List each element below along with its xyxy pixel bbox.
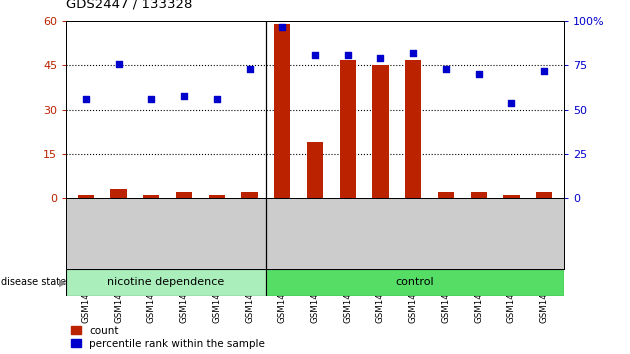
Point	[244, 66, 255, 72]
Bar	[110, 189, 127, 198]
Bar	[66, 269, 266, 296]
Point	[441, 66, 451, 72]
Bar	[77, 195, 94, 198]
Bar	[405, 59, 421, 198]
Point	[277, 24, 287, 29]
Point	[408, 50, 418, 56]
Bar	[209, 195, 225, 198]
Text: ▶: ▶	[59, 277, 66, 287]
Bar	[536, 192, 553, 198]
Text: control: control	[396, 277, 434, 287]
Point	[179, 93, 189, 98]
Bar	[340, 59, 356, 198]
Point	[474, 72, 484, 77]
Text: disease state: disease state	[1, 277, 66, 287]
Bar	[266, 269, 564, 296]
Bar	[143, 195, 159, 198]
Point	[343, 52, 353, 58]
Point	[507, 100, 517, 105]
Text: nicotine dependence: nicotine dependence	[107, 277, 225, 287]
Bar	[372, 65, 389, 198]
Legend: count, percentile rank within the sample: count, percentile rank within the sample	[71, 326, 265, 349]
Point	[212, 96, 222, 102]
Text: GDS2447 / 133328: GDS2447 / 133328	[66, 0, 193, 11]
Point	[375, 56, 386, 61]
Bar	[438, 192, 454, 198]
Point	[310, 52, 320, 58]
Bar	[176, 192, 192, 198]
Bar	[241, 192, 258, 198]
Bar	[503, 195, 520, 198]
Point	[81, 96, 91, 102]
Bar	[471, 192, 487, 198]
Point	[146, 96, 156, 102]
Bar	[274, 24, 290, 198]
Bar	[307, 142, 323, 198]
Point	[539, 68, 549, 74]
Point	[113, 61, 123, 67]
